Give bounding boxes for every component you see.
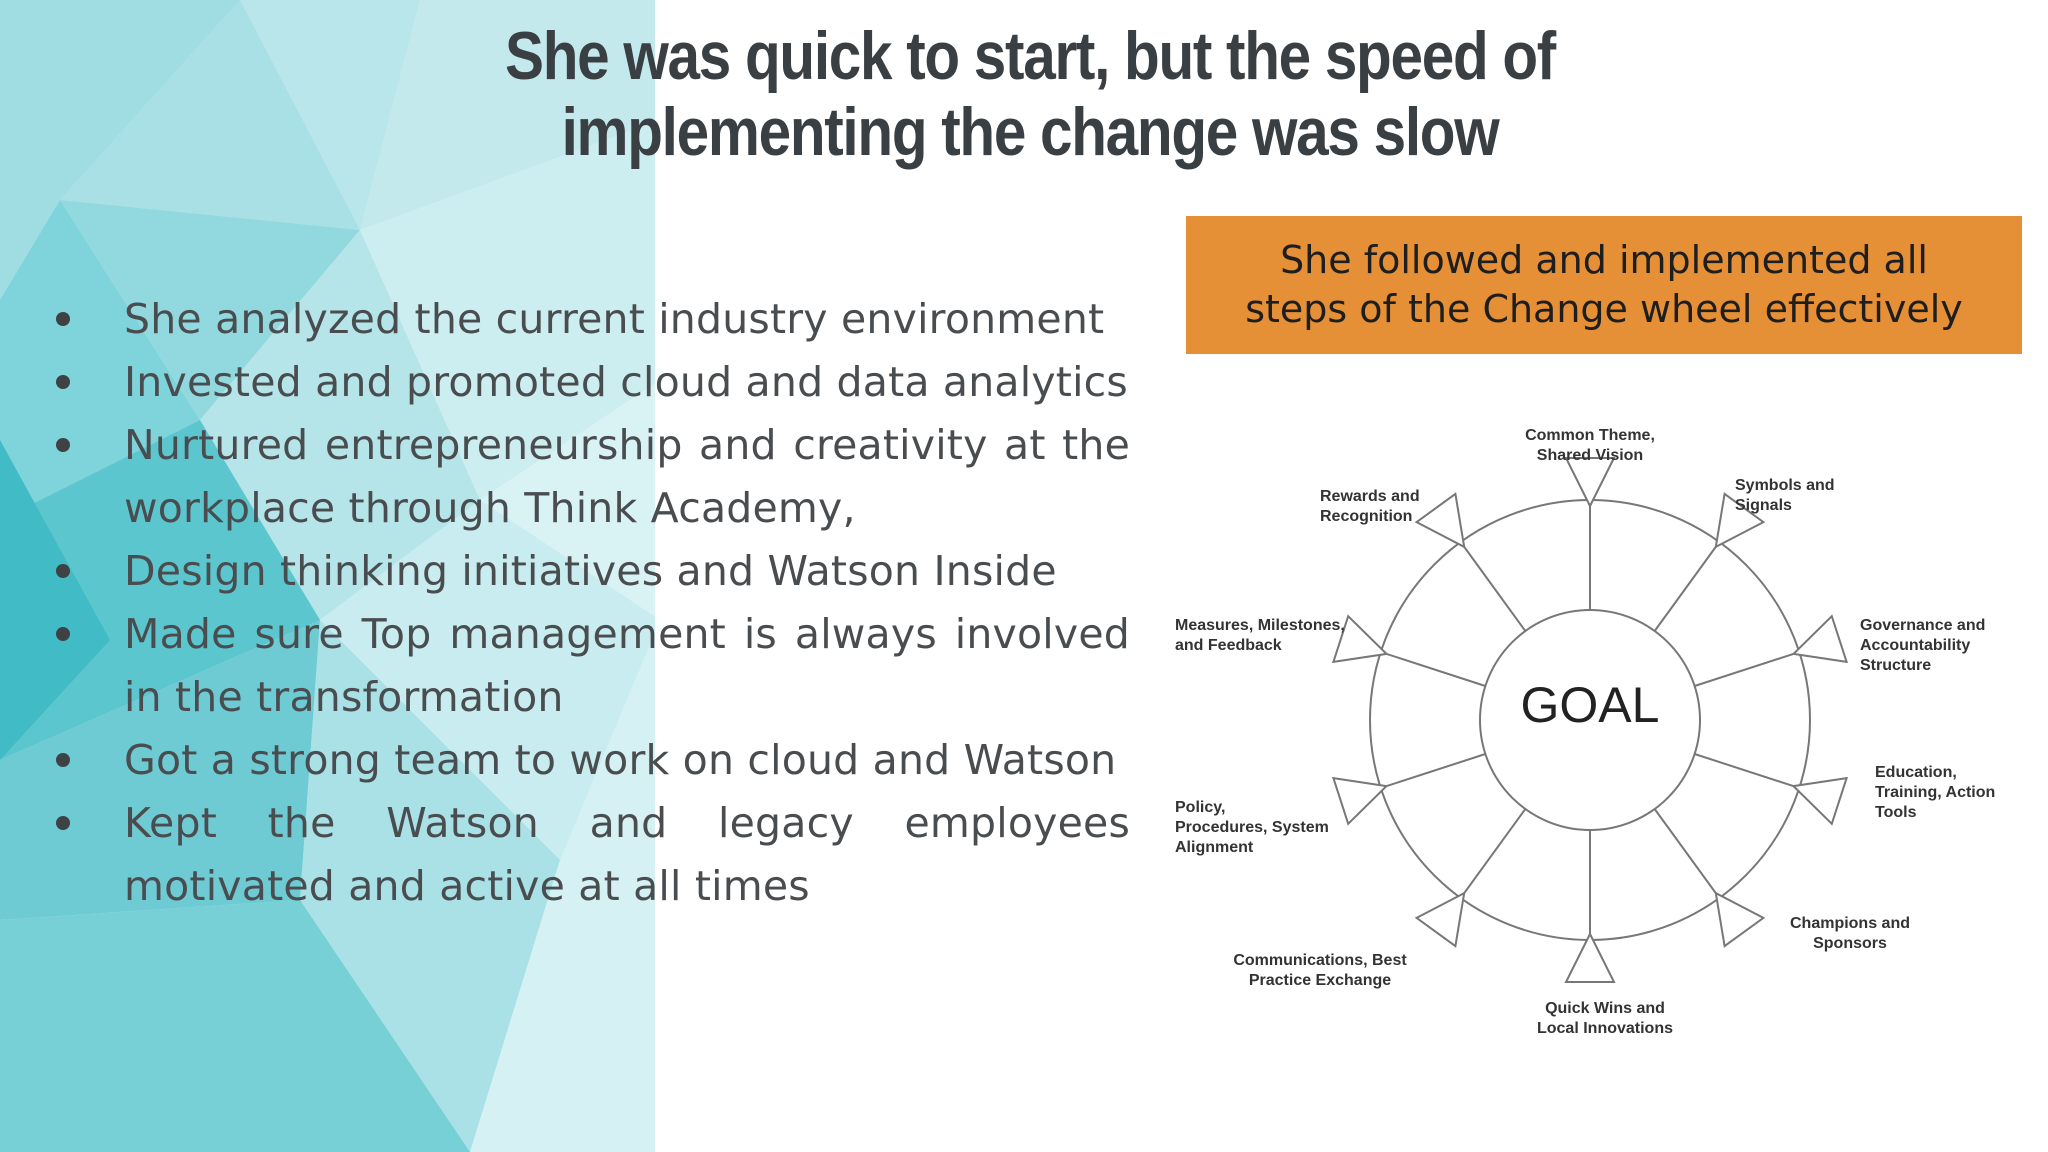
wheel-structure [1369,499,1811,941]
wheel-spoke [1653,808,1721,899]
bullet-dot [56,312,70,326]
wheel-label-line: Governance and [1860,617,1985,634]
wheel-label-line: Sponsors [1813,935,1887,952]
bullet-text: Nurtured entrepreneurship and creativity… [124,421,1130,532]
wheel-arrow [1331,614,1389,664]
wheel-label-line: Tools [1875,804,1917,821]
wheel-arrows [1331,457,1849,983]
bullet-text: Invested and promoted cloud and data ana… [124,358,1128,406]
bullet-dot [56,438,70,452]
wheel-label-line: Signals [1735,497,1792,514]
wheel-label-line: Policy, [1175,799,1225,816]
bullet-text: Design thinking initiatives and Watson I… [124,547,1057,595]
wheel-segment-label: Measures, Milestones, and Feedback [1175,617,1345,654]
wheel-spoke [1459,541,1527,632]
bullet-item: Nurtured entrepreneurship and creativity… [0,414,1130,540]
bullet-text: Made sure Top management is always invol… [124,610,1130,721]
bullet-dot [56,816,70,830]
wheel-segment-label: Policy, Procedures, System Alignment [1175,799,1329,856]
callout-text: She followed and implemented all steps o… [1245,238,1963,331]
wheel-arrow [1564,931,1616,983]
wheel-spoke [1380,651,1486,687]
wheel-segment-label: Champions and Sponsors [1790,915,1910,952]
title-line-2: implementing the change was slow [561,94,1500,170]
wheel-arrow [1414,891,1466,948]
wheel-label-line: Symbols and [1735,477,1835,494]
wheel-label-line: Measures, Milestones, [1175,617,1345,634]
wheel-label-line: Communications, Best [1233,952,1407,969]
wheel-label-line: Alignment [1175,839,1254,856]
wheel-label-line: Training, Action [1875,784,1995,801]
wheel-arrow [1791,614,1849,664]
bullet-dot [56,753,70,767]
wheel-spoke [1694,753,1800,789]
wheel-spoke [1380,753,1486,789]
bullet-text: Kept the Watson and legacy employees mot… [124,799,1130,910]
wheel-label-line: and Feedback [1175,637,1282,654]
bullet-dot [56,375,70,389]
bullet-dot [56,564,70,578]
goal-label: GOAL [1521,677,1660,733]
wheel-label-line: Rewards and [1320,488,1420,505]
wheel-segment-label: Rewards and Recognition [1320,488,1420,525]
wheel-segment-label: Governance and Accountability Structure [1860,617,1985,674]
bullet-item: She analyzed the current industry enviro… [0,288,1130,351]
bullet-item: Design thinking initiatives and Watson I… [0,540,1130,603]
wheel-segment-label: Education, Training, Action Tools [1875,764,1995,821]
wheel-label-line: Champions and [1790,915,1910,932]
bullet-item: Invested and promoted cloud and data ana… [0,351,1130,414]
wheel-spoke [1694,651,1800,687]
slide-title: She was quick to start, but the speed of… [428,18,1632,170]
wheel-label-line: Structure [1860,657,1931,674]
wheel-arrow [1714,492,1766,549]
wheel-segment-label: Common Theme, Shared Vision [1525,427,1655,464]
change-wheel-diagram: GOAL Common Theme, Shared Vision Symbols a… [1175,427,1995,1037]
wheel-spoke [1653,541,1721,632]
bullet-text: She analyzed the current industry enviro… [124,295,1105,343]
bullet-item: Made sure Top management is always invol… [0,603,1130,729]
callout-box: She followed and implemented all steps o… [1186,216,2022,354]
wheel-labels: Common Theme, Shared Vision Symbols and Sig… [1175,427,1995,1037]
wheel-segment-label: Quick Wins and Local Innovations [1537,1000,1673,1037]
wheel-label-line: Quick Wins and [1545,1000,1665,1017]
wheel-segment-label: Symbols and Signals [1735,477,1835,514]
bullet-dot [56,627,70,641]
wheel-arrow [1714,891,1766,948]
wheel-label-line: Recognition [1320,508,1412,525]
wheel-arrow [1414,492,1466,549]
wheel-arrow [1331,776,1389,826]
bullet-list: She analyzed the current industry enviro… [0,288,1130,918]
wheel-label-line: Education, [1875,764,1957,781]
title-line-1: She was quick to start, but the speed of [505,18,1556,94]
wheel-arrow [1564,457,1616,509]
wheel-label-line: Shared Vision [1537,447,1643,464]
wheel-label-line: Accountability [1860,637,1970,654]
wheel-arrow [1791,776,1849,826]
wheel-label-line: Common Theme, [1525,427,1655,444]
bullet-text: Got a strong team to work on cloud and W… [124,736,1117,784]
wheel-segment-label: Communications, Best Practice Exchange [1233,952,1407,989]
wheel-label-line: Practice Exchange [1249,972,1391,989]
wheel-spoke [1459,808,1527,899]
wheel-label-line: Procedures, System [1175,819,1329,836]
wheel-label-line: Local Innovations [1537,1020,1673,1037]
bullet-item: Kept the Watson and legacy employees mot… [0,792,1130,918]
bullet-item: Got a strong team to work on cloud and W… [0,729,1130,792]
